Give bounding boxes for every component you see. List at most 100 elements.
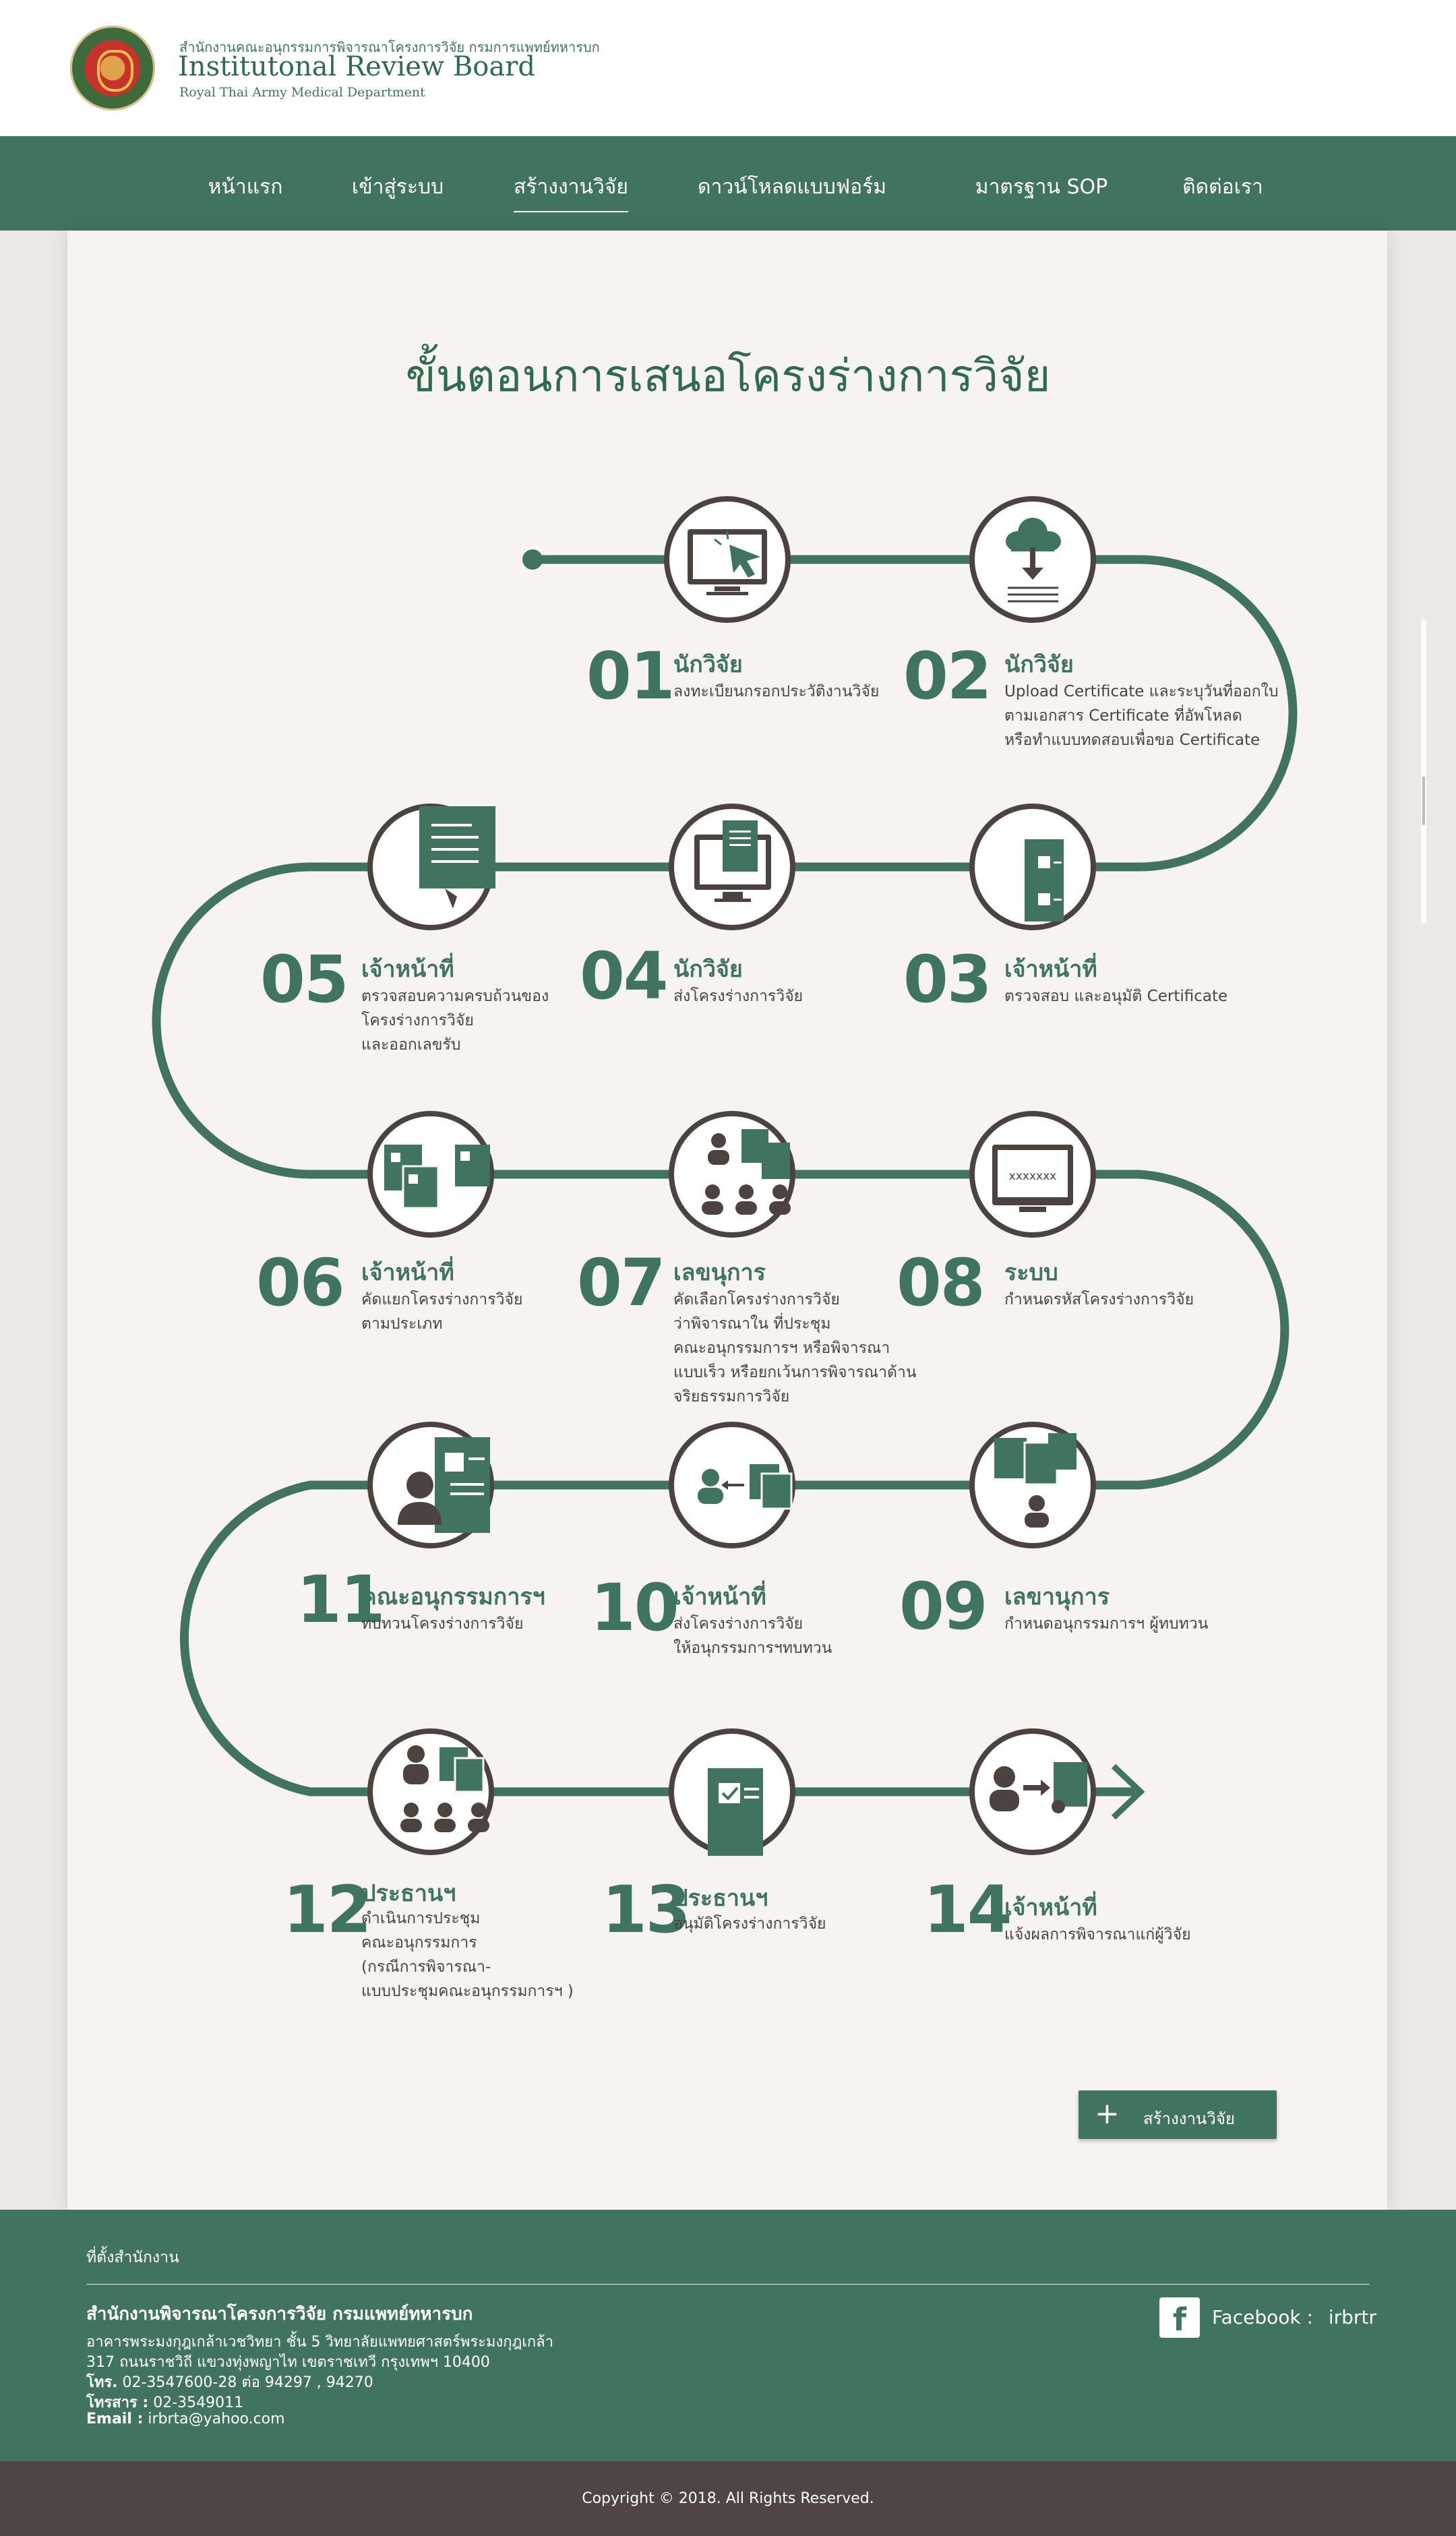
step-14-number: 14 bbox=[923, 1872, 1012, 1948]
monitor-cursor-icon bbox=[688, 529, 767, 595]
facebook-icon[interactable]: f bbox=[1159, 2297, 1200, 2338]
plus-icon: + bbox=[1095, 2096, 1120, 2131]
scrollbar-track[interactable] bbox=[1421, 619, 1426, 924]
monitor-document-icon bbox=[694, 820, 771, 902]
footer-phone: โทร. 02-3547600-28 ต่อ 94297 , 94270 bbox=[86, 2370, 373, 2394]
footer-email: Email : irbrta@yahoo.com bbox=[86, 2411, 285, 2427]
step-10-desc-line: ส่งโครงร่างการวิจัย bbox=[673, 1615, 803, 1633]
step-02-desc-line: ตามเอกสาร Certificate ที่อัพโหลด bbox=[1004, 707, 1242, 725]
scrollbar-thumb[interactable] bbox=[1422, 777, 1425, 825]
footer-org-name: สำนักงานพิจารณาโครงการวิจัย กรมแพทย์ทหาร… bbox=[86, 2304, 473, 2324]
step-12-desc-line: ดำเนินการประชุม bbox=[361, 1910, 481, 1927]
checklist-icon bbox=[1025, 839, 1064, 922]
cloud-upload-icon bbox=[1006, 518, 1061, 603]
step-12-role: ประธานฯ bbox=[361, 1880, 456, 1907]
step-09-role: เลขานุการ bbox=[1004, 1583, 1110, 1610]
footer-email-label: Email : bbox=[86, 2411, 144, 2427]
flow-start-dot bbox=[522, 549, 543, 570]
step-14-role: เจ้าหน้าที่ bbox=[1004, 1894, 1097, 1921]
nav-login[interactable]: เข้าสู่ระบบ bbox=[351, 175, 444, 199]
step-01-number: 01 bbox=[586, 638, 675, 714]
site-footer: ที่ตั้งสำนักงาน สำนักงานพิจารณาโครงการวิ… bbox=[0, 2210, 1456, 2461]
step-13-number: 13 bbox=[602, 1872, 691, 1948]
step-06-desc-line: ตามประเภท bbox=[361, 1315, 443, 1333]
step-05-desc-line: โครงร่างการวิจัย bbox=[361, 1012, 474, 1029]
step-07-desc-line: แบบเร็ว หรือยกเว้นการพิจารณาด้าน bbox=[673, 1364, 917, 1381]
nav-create-research[interactable]: สร้างงานวิจัย bbox=[514, 171, 628, 212]
step-06-number: 06 bbox=[256, 1245, 345, 1321]
nav-sop-standard[interactable]: มาตรฐาน SOP bbox=[975, 175, 1108, 199]
step-02-desc-line: Upload Certificate และระบุวันที่ออกใบ bbox=[1004, 683, 1279, 700]
step-04-desc-line: ส่งโครงร่างการวิจัย bbox=[673, 988, 803, 1005]
sorted-documents-icon bbox=[384, 1145, 490, 1209]
step-07-role: เลขนุการ bbox=[673, 1259, 766, 1286]
approved-document-icon bbox=[708, 1768, 763, 1856]
footer-fax-value: 02-3549011 bbox=[153, 2394, 244, 2411]
copyright-bar: Copyright © 2018. All Rights Reserved. bbox=[0, 2461, 1456, 2536]
step-14-desc-line: แจ้งผลการพิจารณาแก่ผู้วิจัย bbox=[1004, 1926, 1191, 1943]
facebook-link[interactable]: Facebook : irbrtr bbox=[1212, 2306, 1376, 2328]
irb-logo[interactable] bbox=[70, 26, 155, 111]
send-to-reviewer-icon bbox=[698, 1464, 793, 1510]
footer-address-line: อาคารพระมงกุฎเกล้าเวชวิทยา ชั้น 5 วิทยาล… bbox=[86, 2334, 553, 2351]
step-04-role: นักวิจัย bbox=[673, 956, 743, 983]
facebook-handle: irbrtr bbox=[1328, 2306, 1376, 2328]
org-english-name[interactable]: Institutonal Review Board bbox=[178, 51, 535, 82]
create-research-button-label: สร้างงานวิจัย bbox=[1143, 2109, 1235, 2128]
notify-researcher-icon bbox=[990, 1762, 1087, 1813]
step-02-number: 02 bbox=[903, 638, 992, 714]
step-05-number: 05 bbox=[260, 942, 349, 1017]
assign-reviewer-icon bbox=[994, 1433, 1076, 1528]
step-11-role: คณะอนุกรรมการฯ bbox=[361, 1583, 545, 1610]
monitor-screen-text: xxxxxxx bbox=[1009, 1170, 1056, 1183]
org-department: Royal Thai Army Medical Department bbox=[179, 85, 425, 100]
step-02-desc-line: หรือทำแบบทดสอบเพื่อขอ Certificate bbox=[1004, 731, 1261, 749]
step-05-desc-line: ตรวจสอบความครบถ้วนของ bbox=[361, 988, 549, 1005]
step-01-role: นักวิจัย bbox=[673, 651, 743, 678]
step-12-desc-line: คณะอนุกรรมการ bbox=[361, 1934, 477, 1952]
step-10-number: 10 bbox=[590, 1570, 679, 1646]
site-header: สำนักงานคณะอนุกรรมการพิจารณาโครงการวิจัย… bbox=[0, 0, 1456, 136]
step-11-desc-line: ทบทวนโครงร่างการวิจัย bbox=[361, 1615, 524, 1633]
step-13-role: ประธานฯ bbox=[673, 1885, 768, 1912]
main-nav: หน้าแรก เข้าสู่ระบบ สร้างงานวิจัย ดาวน์โ… bbox=[0, 136, 1456, 231]
step-11-number: 11 bbox=[297, 1562, 386, 1637]
step-12-desc-line: (กรณีการพิจารณา- bbox=[361, 1958, 491, 1976]
footer-divider bbox=[86, 2284, 1370, 2285]
step-08-desc-line: กำหนดรหัสโครงร่างการวิจัย bbox=[1004, 1291, 1194, 1308]
flow-path bbox=[152, 555, 1298, 1797]
step-03-desc-line: ตรวจสอบ และอนุมัติ Certificate bbox=[1004, 988, 1228, 1005]
step-09-number: 09 bbox=[899, 1569, 988, 1644]
nav-home[interactable]: หน้าแรก bbox=[208, 175, 283, 199]
flow-end-arrow bbox=[1111, 1763, 1145, 1820]
org-thai-name: สำนักงานคณะอนุกรรมการพิจารณาโครงการวิจัย… bbox=[179, 39, 600, 55]
nav-contact[interactable]: ติดต่อเรา bbox=[1182, 175, 1263, 199]
step-10-desc-line: ให้อนุกรรมการฯทบทวน bbox=[673, 1639, 832, 1657]
step-08-number: 08 bbox=[897, 1245, 985, 1321]
step-07-number: 07 bbox=[577, 1245, 666, 1321]
facebook-label: Facebook : bbox=[1212, 2306, 1313, 2328]
committee-documents-icon bbox=[702, 1129, 791, 1215]
create-research-button[interactable]: + สร้างงานวิจัย bbox=[1079, 2090, 1277, 2139]
footer-location-label: ที่ตั้งสำนักงาน bbox=[86, 2249, 179, 2266]
nav-download-forms[interactable]: ดาวน์โหลดแบบฟอร์ม bbox=[697, 175, 887, 199]
meeting-icon bbox=[400, 1745, 489, 1832]
footer-email-value[interactable]: irbrta@yahoo.com bbox=[148, 2411, 285, 2427]
step-03-number: 03 bbox=[903, 942, 992, 1017]
footer-fax: โทรสาร : 02-3549011 bbox=[86, 2390, 243, 2414]
step-07-desc-line: คณะอนุกรรมการฯ หรือพิจารณา bbox=[673, 1339, 890, 1357]
step-06-desc-line: คัดแยกโครงร่างการวิจัย bbox=[361, 1291, 523, 1308]
footer-phone-label: โทร. bbox=[86, 2374, 118, 2391]
step-13-desc-line: อนุมัติโครงร่างการวิจัย bbox=[673, 1915, 826, 1933]
step-05-role: เจ้าหน้าที่ bbox=[361, 956, 454, 983]
step-07-desc-line: จริยธรรมการวิจัย bbox=[673, 1388, 790, 1406]
step-09-desc-line: กำหนดอนุกรรมการฯ ผู้ทบทวน bbox=[1004, 1615, 1209, 1633]
step-02-role: นักวิจัย bbox=[1004, 651, 1074, 678]
step-03-role: เจ้าหน้าที่ bbox=[1004, 956, 1097, 983]
step-12-number: 12 bbox=[283, 1872, 372, 1948]
page-title: ขั้นตอนการเสนอโครงร่างการวิจัย bbox=[405, 350, 1051, 402]
step-05-desc-line: และออกเลขรับ bbox=[361, 1036, 461, 1054]
step-04-number: 04 bbox=[580, 938, 669, 1014]
step-06-role: เจ้าหน้าที่ bbox=[361, 1259, 454, 1286]
